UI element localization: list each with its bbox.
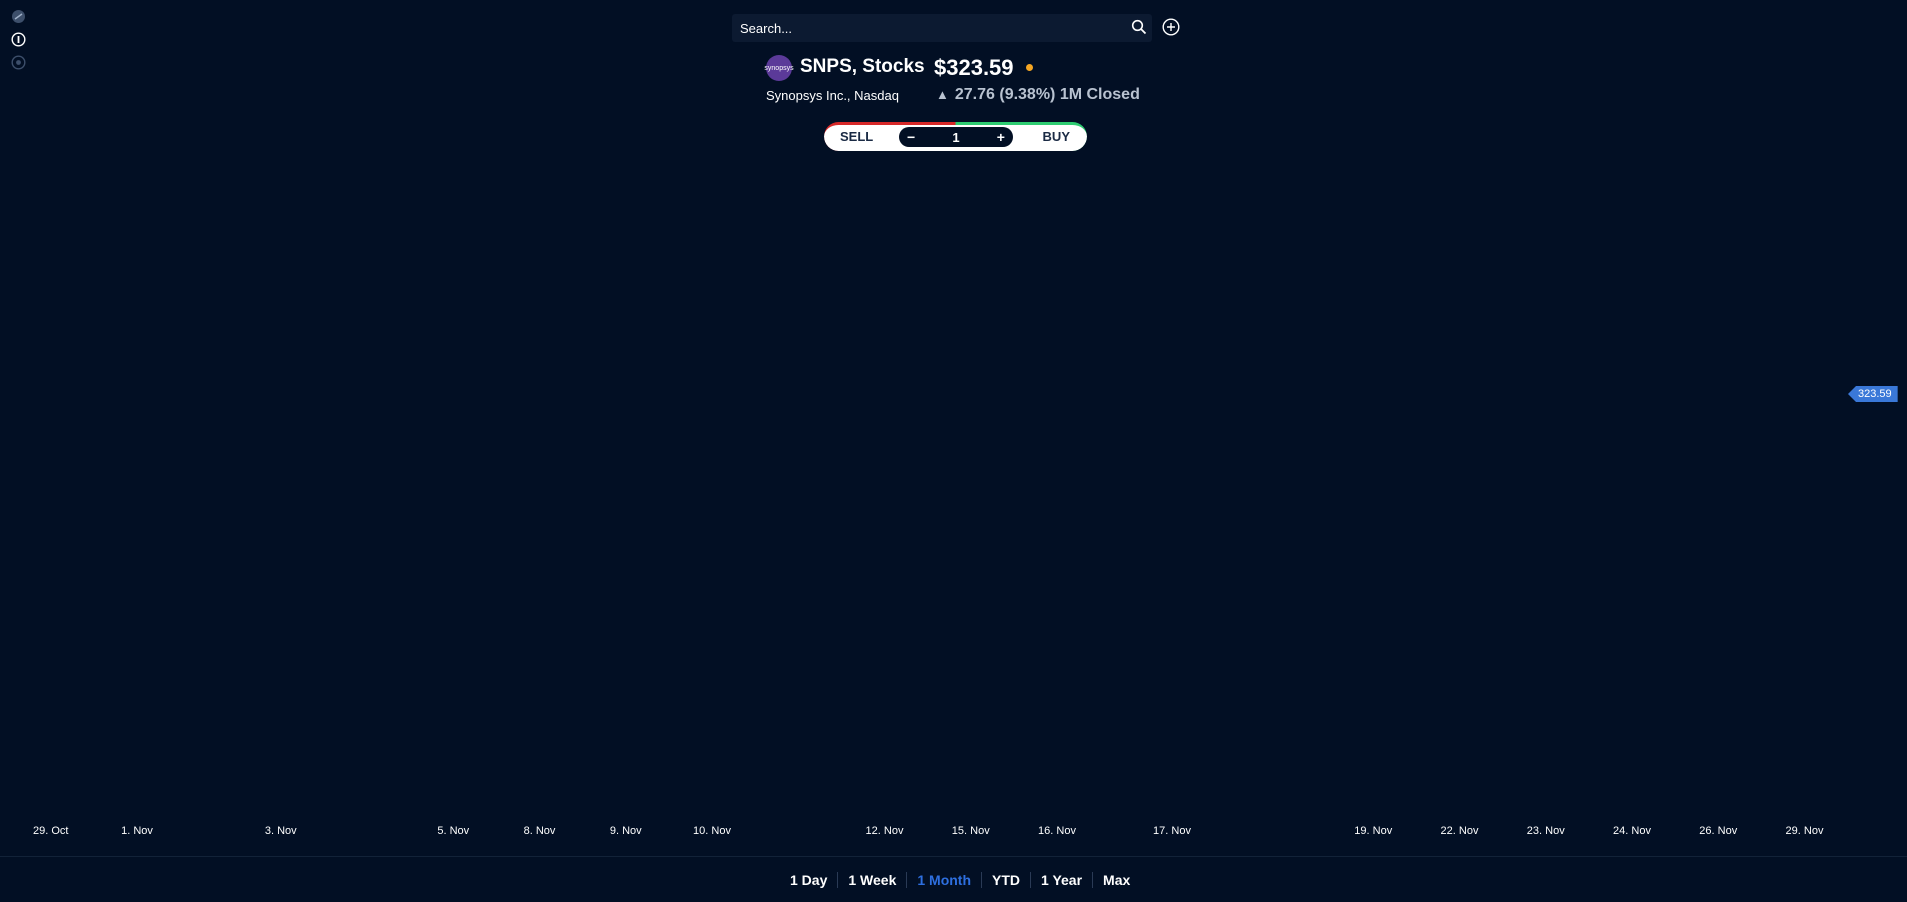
x-tick-label: 3. Nov — [265, 825, 297, 837]
info-icon[interactable] — [10, 31, 27, 48]
x-tick-label: 9. Nov — [610, 825, 642, 837]
price-change-text: 27.76 (9.38%) 1M Closed — [954, 86, 1140, 103]
x-tick-label: 10. Nov — [693, 825, 731, 837]
increase-button[interactable]: + — [996, 129, 1005, 145]
symbol-title: SNPS, Stocks — [800, 56, 925, 77]
crosshair-icon[interactable] — [10, 8, 27, 25]
range-separator — [837, 872, 839, 888]
company-name: Synopsys Inc., Nasdaq — [766, 88, 899, 103]
sell-button[interactable]: SELL — [840, 129, 874, 144]
add-circle-icon[interactable] — [1162, 18, 1180, 41]
trade-bar: SELL − 1 + BUY — [824, 122, 1087, 151]
time-range-selector: 1 Day 1 Week 1 Month YTD 1 Year Max — [780, 872, 1140, 888]
x-tick-label: 26. Nov — [1699, 825, 1737, 837]
range-separator — [981, 872, 983, 888]
decrease-button[interactable]: − — [907, 129, 916, 145]
x-axis: 29. Oct 1. Nov 3. Nov 5. Nov 8. Nov 9. Nov 10.… — [33, 825, 1824, 837]
range-button-1-month[interactable]: 1 Month — [917, 872, 972, 888]
quantity-stepper: − 1 + — [899, 127, 1013, 147]
x-tick-label: 22. Nov — [1441, 825, 1479, 837]
candlestick-chart[interactable]: 260270280290300310320330340350 29. Oct1.… — [0, 160, 1907, 850]
range-separator — [1030, 872, 1032, 888]
x-tick-label: 29. Nov — [1786, 825, 1824, 837]
search-input[interactable] — [732, 14, 1112, 42]
current-price: $323.59 — [934, 55, 1014, 80]
range-button-max[interactable]: Max — [1103, 872, 1131, 888]
x-tick-label: 17. Nov — [1153, 825, 1191, 837]
search-icon[interactable] — [1131, 19, 1147, 40]
last-price-tag: 323.59 — [1848, 386, 1898, 402]
x-tick-label: 12. Nov — [866, 825, 904, 837]
x-tick-label: 1. Nov — [121, 825, 153, 837]
price-change: ▲ 27.76 (9.38%) 1M Closed — [936, 86, 1140, 104]
market-status-dot — [1026, 64, 1033, 71]
up-arrow-icon: ▲ — [936, 87, 949, 102]
search-box — [732, 14, 1152, 42]
x-tick-label: 8. Nov — [524, 825, 556, 837]
quantity-value[interactable]: 1 — [952, 129, 960, 145]
x-tick-label: 19. Nov — [1354, 825, 1392, 837]
range-button-1-week[interactable]: 1 Week — [848, 872, 897, 888]
range-button-1-year[interactable]: 1 Year — [1041, 872, 1083, 888]
range-button-ytd[interactable]: YTD — [992, 872, 1021, 888]
buy-button[interactable]: BUY — [1042, 129, 1070, 144]
x-tick-label: 24. Nov — [1613, 825, 1651, 837]
settings-icon[interactable] — [10, 54, 27, 71]
company-logo: synopsys — [764, 55, 794, 81]
x-tick-label: 23. Nov — [1527, 825, 1565, 837]
footer-divider — [0, 856, 1907, 857]
chart-toolbar — [10, 8, 27, 71]
x-tick-label: 15. Nov — [952, 825, 990, 837]
x-tick-label: 5. Nov — [437, 825, 469, 837]
range-separator — [1092, 872, 1094, 888]
range-separator — [906, 872, 908, 888]
range-button-1-day[interactable]: 1 Day — [790, 872, 828, 888]
x-tick-label: 29. Oct — [33, 825, 68, 837]
x-tick-label: 16. Nov — [1038, 825, 1076, 837]
